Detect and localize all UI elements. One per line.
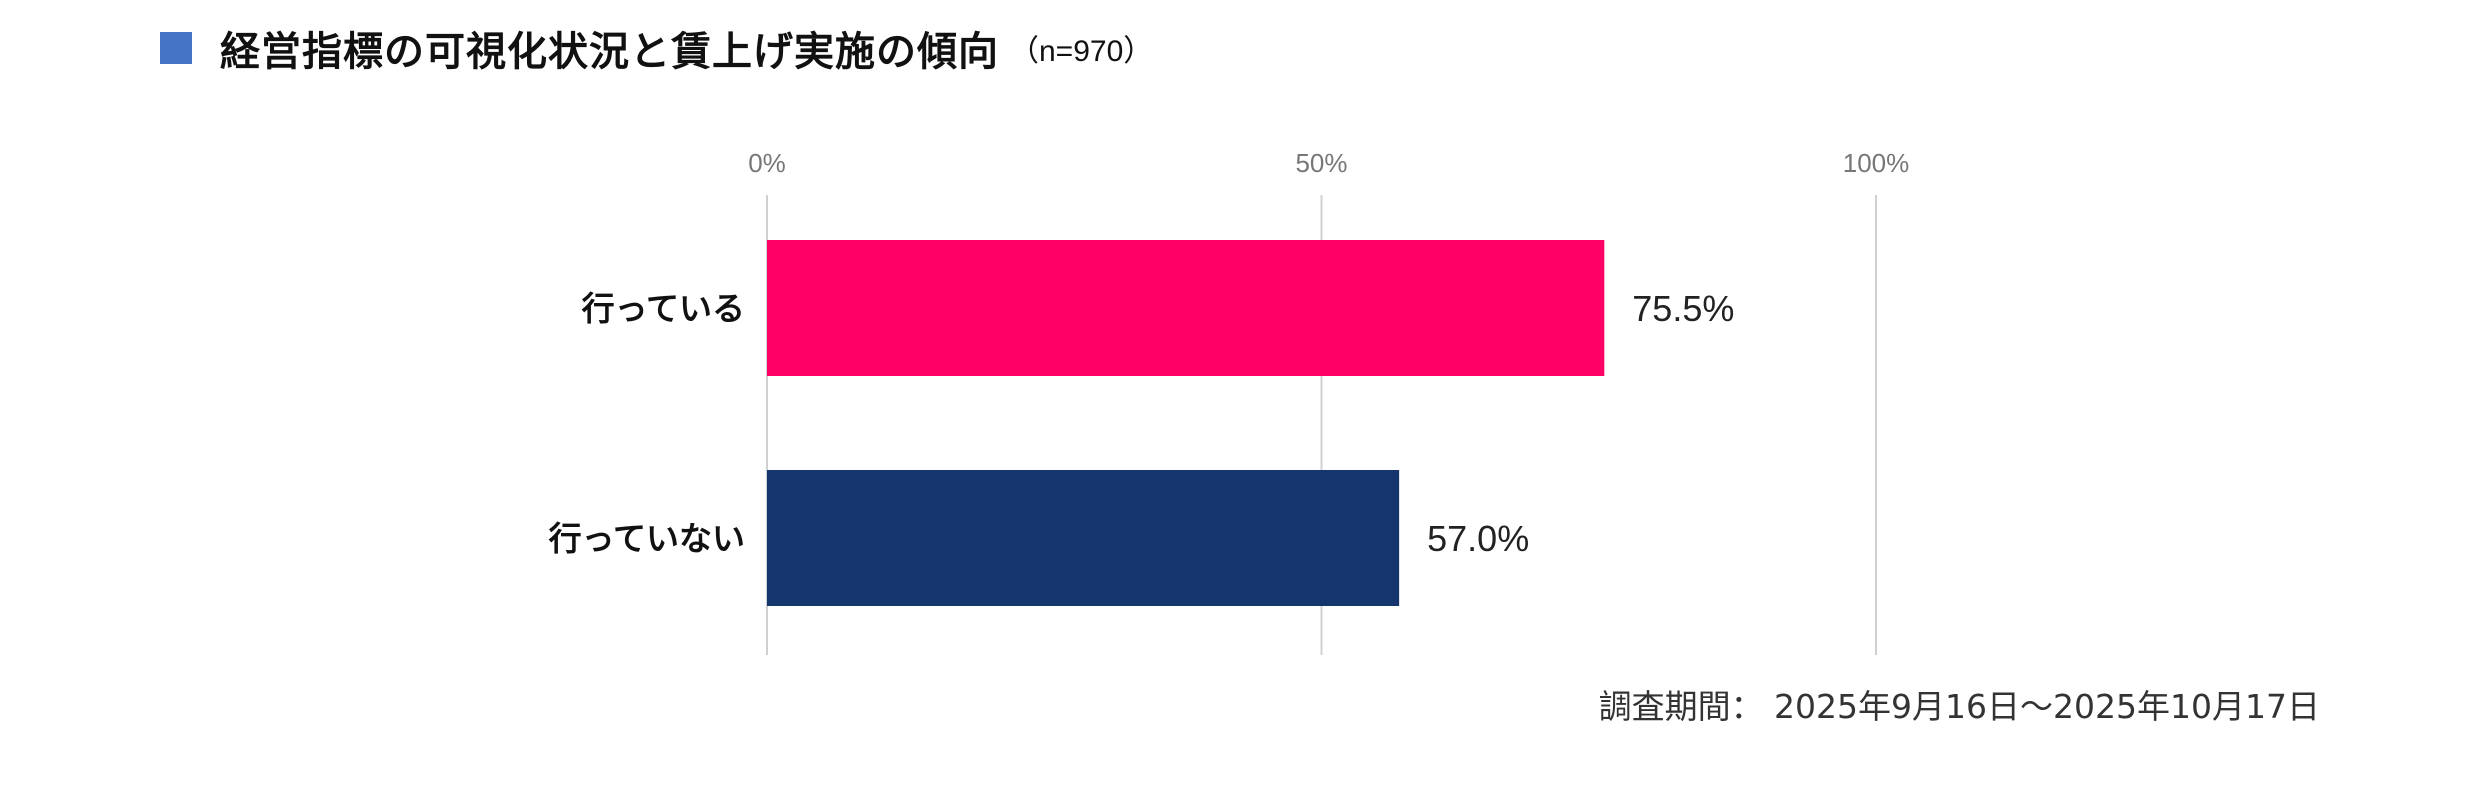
x-tick-label: 100% (1843, 148, 1910, 178)
chart-title-block: 経営指標の可視化状況と賃上げ実施の傾向 （n=970） (160, 18, 1153, 78)
data-label: 75.5% (1632, 288, 1734, 329)
category-label: 行っていない (548, 519, 745, 558)
title-marker (160, 32, 192, 64)
chart-title: 経営指標の可視化状況と賃上げ実施の傾向 (220, 29, 999, 75)
x-tick-label: 0% (748, 148, 786, 178)
x-tick-label: 50% (1295, 148, 1347, 178)
category-label: 行っている (581, 289, 745, 328)
bar (767, 470, 1400, 606)
survey-period: 調査期間： 2025年9月16日～2025年10月17日 (1598, 687, 2320, 726)
bar (767, 240, 1605, 376)
chart-sample-size: （n=970） (1009, 35, 1154, 68)
data-label: 57.0% (1427, 518, 1529, 559)
